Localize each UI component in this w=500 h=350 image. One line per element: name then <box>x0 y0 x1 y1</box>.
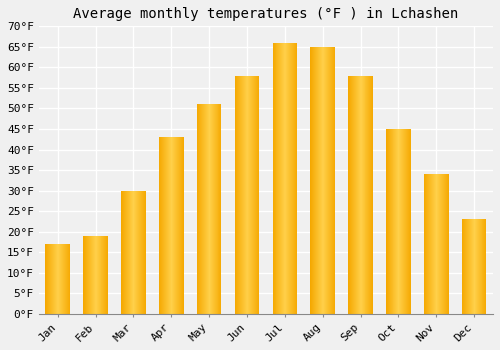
Title: Average monthly temperatures (°F ) in Lchashen: Average monthly temperatures (°F ) in Lc… <box>74 7 458 21</box>
